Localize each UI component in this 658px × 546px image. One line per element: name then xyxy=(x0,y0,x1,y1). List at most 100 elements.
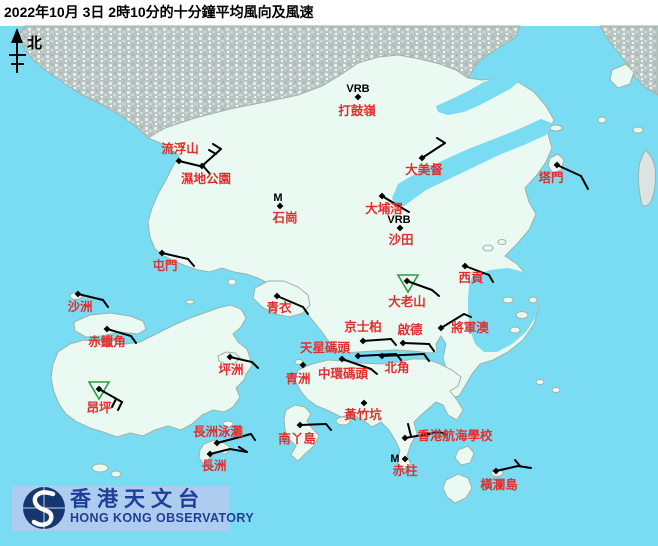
station-lamma-island: 南丫島 xyxy=(278,421,332,446)
station-central-pier: 中環碼頭 xyxy=(318,355,378,381)
tsing-yi-island xyxy=(252,280,311,318)
wind-barb-shaft xyxy=(209,447,248,455)
ap-lei-chau-islet xyxy=(335,416,351,426)
station-tap-mun: 塔門 xyxy=(538,161,589,190)
station-label: 坪洲 xyxy=(218,363,243,377)
station-cheung-chau: 長洲 xyxy=(201,446,248,473)
station-dot xyxy=(103,325,111,333)
station-dot xyxy=(399,339,407,347)
wind-barb-shaft xyxy=(341,358,372,370)
port-shelter-islet-4 xyxy=(509,326,521,334)
wind-barb-tick xyxy=(514,459,521,467)
station-wetland-park: 濕地公園 xyxy=(181,143,231,186)
map-title: 2022年10月 3日 2時10分的十分鐘平均風向及風速 xyxy=(4,4,314,20)
wind-marker-m: M xyxy=(390,453,399,465)
lantau-island xyxy=(50,304,253,438)
wind-barb-tick xyxy=(390,338,397,346)
station-dot xyxy=(213,439,221,447)
wind-barb-tick xyxy=(370,368,378,375)
title-strip xyxy=(0,0,658,26)
wind-marker-m: M xyxy=(273,192,282,204)
station-label: 沙洲 xyxy=(67,300,92,314)
station-dot xyxy=(175,157,183,165)
station-dot xyxy=(74,290,82,298)
wind-barb-shaft xyxy=(299,423,327,426)
wind-barb-tick xyxy=(250,433,256,441)
station-kings-park: 京士柏 xyxy=(344,319,397,346)
inner-port-islet-2 xyxy=(497,239,507,245)
wind-barb-tick xyxy=(325,423,332,431)
port-shelter-islet-3 xyxy=(528,296,538,304)
wind-barb-shaft xyxy=(362,338,392,342)
station-sha-chau: 沙洲 xyxy=(67,290,109,314)
wind-barb-tick xyxy=(238,446,248,453)
station-kai-tak: 啟德 xyxy=(397,322,435,352)
soko-islet-1 xyxy=(91,463,109,473)
station-star-ferry: 天星碼頭 xyxy=(300,340,402,361)
station-dot xyxy=(226,353,234,361)
mainland-china xyxy=(17,25,658,207)
station-label: 天星碼頭 xyxy=(300,340,351,355)
wind-barb-tick xyxy=(431,289,440,297)
port-shelter-islet-1 xyxy=(502,296,514,304)
wind-barb-shaft xyxy=(556,164,589,190)
hei-ling-chau-islet xyxy=(222,420,234,428)
kat-o-island xyxy=(609,63,635,89)
station-dot xyxy=(276,202,284,210)
wind-barb-tick xyxy=(423,353,430,362)
station-label: 啟德 xyxy=(397,322,423,337)
wind-barb-shaft xyxy=(77,293,104,301)
station-label: 塔門 xyxy=(538,170,563,185)
station-label: 大埔滘 xyxy=(365,201,403,216)
station-dot xyxy=(378,192,386,200)
station-label: 北角 xyxy=(384,360,409,375)
station-label: 長洲 xyxy=(201,458,226,473)
station-dot xyxy=(401,455,409,463)
wind-barb-shaft xyxy=(421,142,446,159)
banner-chinese-title: 香港天文台 xyxy=(70,487,205,511)
station-wong-chuk-hang: 黃竹坑 xyxy=(343,399,382,422)
station-label: 南丫島 xyxy=(278,431,316,446)
station-label: 西貢 xyxy=(458,271,484,285)
station-dot xyxy=(401,434,409,442)
wind-barb-tick xyxy=(187,258,195,267)
wind-barb-shaft xyxy=(404,430,448,439)
wind-barb-tick xyxy=(463,313,472,318)
station-dot xyxy=(273,292,281,300)
station-dot xyxy=(158,249,166,257)
station-dot xyxy=(437,324,445,332)
station-tsing-yi: 青衣 xyxy=(266,292,309,315)
wind-barb-shaft xyxy=(402,342,430,345)
station-sai-kung: 西貢 xyxy=(458,262,494,285)
banner-english-title: HONG KONG OBSERVATORY xyxy=(70,511,254,525)
wind-barb-tick xyxy=(436,137,446,144)
station-label: 昂坪 xyxy=(86,400,112,415)
station-ngong-ping: 昂坪 xyxy=(86,381,123,415)
station-tates-cairn: 大老山 xyxy=(388,274,440,309)
wind-barb-tick xyxy=(208,149,217,155)
wind-barb-shaft xyxy=(201,148,222,167)
station-waglan-island: 橫瀾島 xyxy=(480,459,532,492)
station-label: 青洲 xyxy=(285,371,310,386)
station-dot xyxy=(553,161,561,169)
station-dot xyxy=(354,352,362,360)
station-label: 赤鱲角 xyxy=(88,334,126,349)
station-tai-mei-tuk: 大美督 xyxy=(405,137,446,177)
station-north-point: 北角 xyxy=(378,352,430,375)
islands xyxy=(50,63,644,504)
station-dot xyxy=(359,337,367,345)
station-dot xyxy=(378,352,386,360)
inner-port-islet-1 xyxy=(482,244,494,252)
wind-barb-shaft xyxy=(229,356,259,369)
station-chek-lap-kok: 赤鱲角 xyxy=(88,325,137,349)
station-dot xyxy=(206,450,214,458)
station-tseung-kwan-o: 將軍澳 xyxy=(437,313,489,335)
wind-barb-shaft xyxy=(216,433,252,444)
station-label: 青衣 xyxy=(266,300,292,315)
wind-barb-shaft xyxy=(464,265,490,276)
wind-barb-shaft xyxy=(161,252,189,260)
station-hk-sea-school: 香港航海學校 xyxy=(401,423,493,443)
station-dot xyxy=(396,224,404,232)
